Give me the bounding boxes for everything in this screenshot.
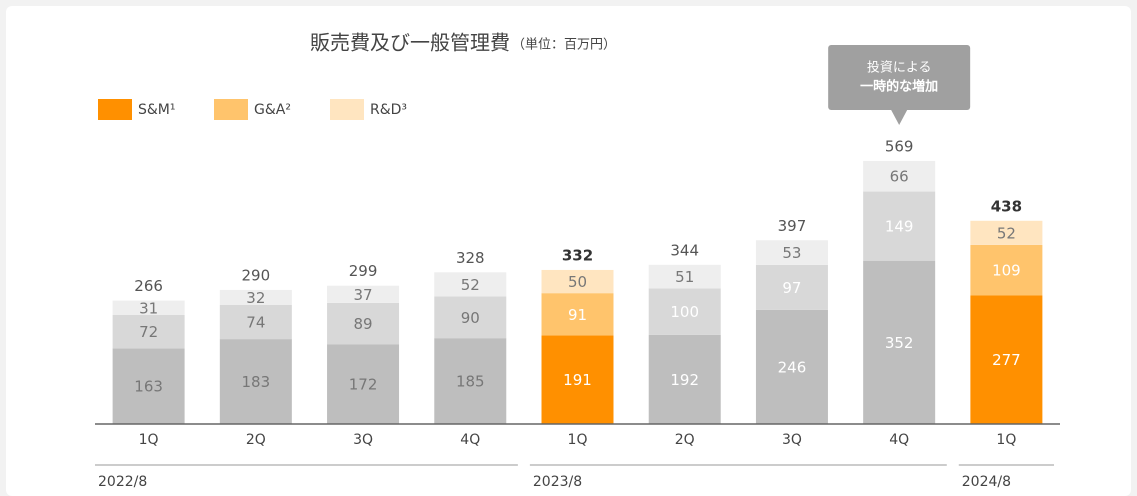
- callout-pointer: [891, 110, 908, 125]
- bar-segment: [434, 272, 507, 297]
- x-tick-label: 3Q: [782, 432, 802, 448]
- bar-segment: [541, 293, 614, 336]
- value-label: 97: [782, 279, 801, 297]
- bar-segment: [541, 335, 614, 424]
- x-tick-label: 2Q: [675, 432, 695, 448]
- value-label: 149: [885, 218, 914, 236]
- value-label: 72: [139, 323, 158, 341]
- total-label: 438: [991, 197, 1022, 215]
- value-label: 277: [992, 351, 1021, 369]
- value-label: 192: [670, 371, 699, 389]
- bar-segment: [648, 288, 721, 335]
- value-label: 91: [568, 306, 587, 324]
- value-label: 32: [246, 289, 265, 307]
- legend-swatch: [214, 99, 248, 120]
- total-label: 299: [349, 262, 378, 280]
- value-label: 246: [778, 358, 807, 376]
- value-label: 50: [568, 273, 587, 291]
- value-label: 109: [992, 262, 1021, 280]
- legend-swatch: [98, 99, 132, 120]
- total-label: 290: [242, 266, 271, 284]
- bar-segment: [219, 289, 292, 305]
- value-label: 53: [782, 244, 801, 262]
- bar-segment: [434, 338, 507, 424]
- x-tick-label: 4Q: [460, 432, 480, 448]
- legend-swatch: [330, 99, 364, 120]
- bar-segment: [219, 304, 292, 340]
- x-tick-label: 1Q: [568, 432, 588, 448]
- bar-segment: [863, 160, 936, 192]
- total-label: 344: [670, 241, 699, 259]
- bar-segment: [112, 300, 185, 315]
- total-label: 328: [456, 249, 485, 267]
- x-tick-label: 2Q: [246, 432, 266, 448]
- value-label: 183: [242, 373, 271, 391]
- callout-text: 投資による: [867, 60, 932, 76]
- x-tick-label: 4Q: [889, 432, 909, 448]
- bar-segment: [755, 240, 828, 265]
- bar-segment: [755, 264, 828, 310]
- value-label: 352: [885, 334, 914, 352]
- value-label: 31: [139, 299, 158, 317]
- legend-label: S&M¹: [138, 102, 176, 118]
- bar-segment: [970, 220, 1043, 245]
- bar-segment: [648, 334, 721, 424]
- value-label: 89: [354, 315, 373, 333]
- bar-segment: [219, 339, 292, 424]
- bar-segment: [541, 269, 614, 294]
- x-tick-label: 1Q: [996, 432, 1016, 448]
- bar-segment: [755, 309, 828, 424]
- group-label: 2024/8: [962, 474, 1011, 490]
- callout-text: 一時的な増加: [860, 79, 938, 95]
- value-label: 191: [563, 371, 592, 389]
- group-label: 2022/8: [98, 474, 147, 490]
- bar-segment: [327, 302, 400, 345]
- value-label: 172: [349, 376, 378, 394]
- x-tick-label: 1Q: [139, 432, 159, 448]
- total-label: 397: [778, 217, 807, 235]
- value-label: 66: [890, 168, 909, 186]
- value-label: 74: [246, 313, 265, 331]
- total-label: 266: [134, 277, 163, 295]
- bar-segment: [112, 348, 185, 424]
- bar-segment: [112, 314, 185, 349]
- value-label: 37: [354, 286, 373, 304]
- value-label: 51: [675, 268, 694, 286]
- x-tick-label: 3Q: [353, 432, 373, 448]
- bar-segment: [327, 344, 400, 424]
- bar-segment: [863, 260, 936, 424]
- chart-title: 販売費及び一般管理費: [310, 31, 510, 55]
- bar-segment: [863, 191, 936, 261]
- chart-subtitle: （単位：百万円）: [512, 37, 616, 53]
- value-label: 100: [670, 303, 699, 321]
- callout-box: [828, 45, 971, 110]
- bar-segment: [648, 264, 721, 289]
- value-label: 90: [461, 309, 480, 327]
- bar-segment: [434, 296, 507, 339]
- bar-segment: [970, 295, 1043, 424]
- bar-segment: [970, 244, 1043, 296]
- total-label: 569: [885, 137, 914, 155]
- total-label: 332: [562, 246, 593, 264]
- value-label: 52: [997, 224, 1016, 242]
- bar-segment: [327, 285, 400, 303]
- value-label: 163: [134, 378, 163, 396]
- legend-label: G&A²: [254, 102, 291, 118]
- value-label: 52: [461, 276, 480, 294]
- value-label: 185: [456, 373, 485, 391]
- group-label: 2023/8: [533, 474, 582, 490]
- legend-label: R&D³: [370, 102, 407, 118]
